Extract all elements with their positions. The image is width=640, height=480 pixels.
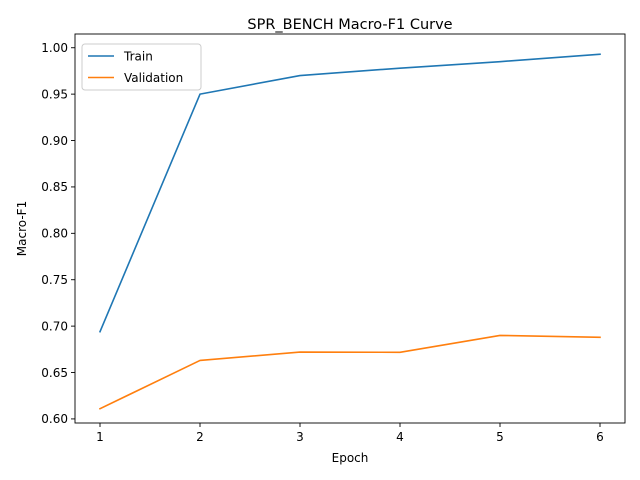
y-tick-label: 1.00: [41, 41, 68, 55]
x-tick-label: 4: [396, 430, 404, 444]
plot-area: [74, 33, 626, 424]
x-tick-label: 3: [296, 430, 304, 444]
x-tick-label: 6: [596, 430, 604, 444]
y-axis: 0.60 0.65 0.70 0.75 0.80 0.85 0.90 0.95 1.00: [41, 41, 75, 426]
x-axis-label: Epoch: [332, 451, 369, 465]
y-tick-label: 0.85: [41, 180, 68, 194]
x-tick-label: 5: [496, 430, 504, 444]
chart-title: SPR_BENCH Macro-F1 Curve: [247, 17, 452, 33]
y-tick-label: 0.90: [41, 134, 68, 148]
legend-label-train: Train: [123, 49, 153, 63]
y-tick-label: 0.65: [41, 366, 68, 380]
series-layer: [98, 53, 601, 410]
y-tick-label: 0.95: [41, 87, 68, 101]
legend-label-validation: Validation: [124, 71, 183, 85]
y-tick-label: 0.80: [41, 227, 68, 241]
x-tick-label: 2: [196, 430, 204, 444]
y-axis-label: Macro-F1: [15, 201, 29, 256]
legend: Train Validation: [81, 43, 202, 91]
series-line-train: [98, 53, 601, 333]
series-line-validation: [98, 334, 601, 410]
y-tick-label: 0.75: [41, 273, 68, 287]
y-tick-label: 0.70: [41, 319, 68, 333]
x-axis: 1 2 3 4 5 6: [96, 423, 604, 444]
y-tick-label: 0.60: [41, 412, 68, 426]
x-tick-label: 1: [96, 430, 104, 444]
